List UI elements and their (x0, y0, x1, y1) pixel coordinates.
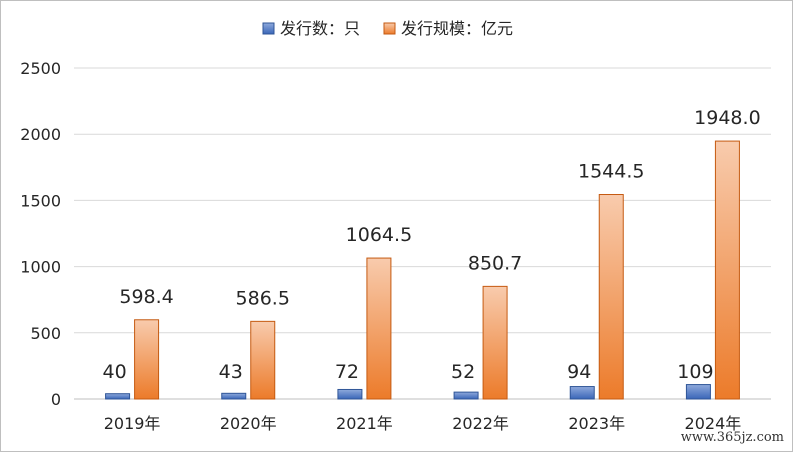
legend-label-0: 发行数：只 (280, 19, 360, 38)
axes: 0 500 1000 1500 2000 2500 2019年 2020年 2021年 2022年… (20, 59, 741, 433)
count-label-4: 94 (567, 361, 591, 383)
count-bar-3 (453, 391, 479, 400)
bars (105, 140, 740, 400)
legend-swatch-0 (262, 22, 275, 35)
count-bar-0 (105, 393, 131, 400)
scale-bar-2 (366, 257, 392, 400)
count-label-3: 52 (451, 361, 475, 383)
count-label-5: 109 (677, 361, 713, 383)
data-labels: 40 598.4 43 586.5 72 1064.5 52 850.7 94 1544.5 109… (102, 107, 760, 383)
watermark: www.365jz.com (680, 430, 784, 445)
count-label-0: 40 (102, 361, 126, 383)
x-tick-label: 2024年 (685, 414, 742, 433)
y-tick-label: 0 (51, 390, 61, 409)
count-bar-4 (569, 386, 595, 400)
x-tick-label: 2023年 (568, 414, 625, 433)
scale-label-2: 1064.5 (346, 224, 412, 246)
count-bar-2 (337, 388, 363, 400)
legend: 发行数：只 发行规模：亿元 (262, 19, 513, 38)
scale-bar-4 (598, 194, 624, 400)
scale-label-4: 1544.5 (578, 161, 644, 183)
count-bar-1 (221, 392, 247, 400)
scale-bar-3 (482, 285, 508, 400)
scale-label-3: 850.7 (468, 252, 522, 274)
x-tick-label: 2019年 (104, 414, 161, 433)
count-label-2: 72 (335, 361, 359, 383)
legend-swatch-1 (383, 22, 396, 35)
x-tick-label: 2022年 (452, 414, 509, 433)
scale-bar-5 (714, 140, 740, 400)
scale-label-0: 598.4 (119, 286, 173, 308)
y-tick-label: 2000 (20, 125, 61, 144)
y-tick-label: 1500 (20, 191, 61, 210)
y-tick-label: 2500 (20, 59, 61, 78)
scale-label-5: 1948.0 (694, 107, 760, 129)
count-bar-5 (685, 384, 711, 400)
scale-bar-0 (134, 319, 160, 400)
count-label-1: 43 (219, 361, 243, 383)
y-tick-label: 1000 (20, 258, 61, 277)
x-tick-label: 2021年 (336, 414, 393, 433)
scale-bar-1 (250, 320, 276, 400)
scale-label-1: 586.5 (236, 287, 290, 309)
gridlines (74, 67, 771, 400)
x-tick-label: 2020年 (220, 414, 277, 433)
legend-label-1: 发行规模：亿元 (401, 19, 513, 38)
y-tick-label: 500 (30, 324, 61, 343)
